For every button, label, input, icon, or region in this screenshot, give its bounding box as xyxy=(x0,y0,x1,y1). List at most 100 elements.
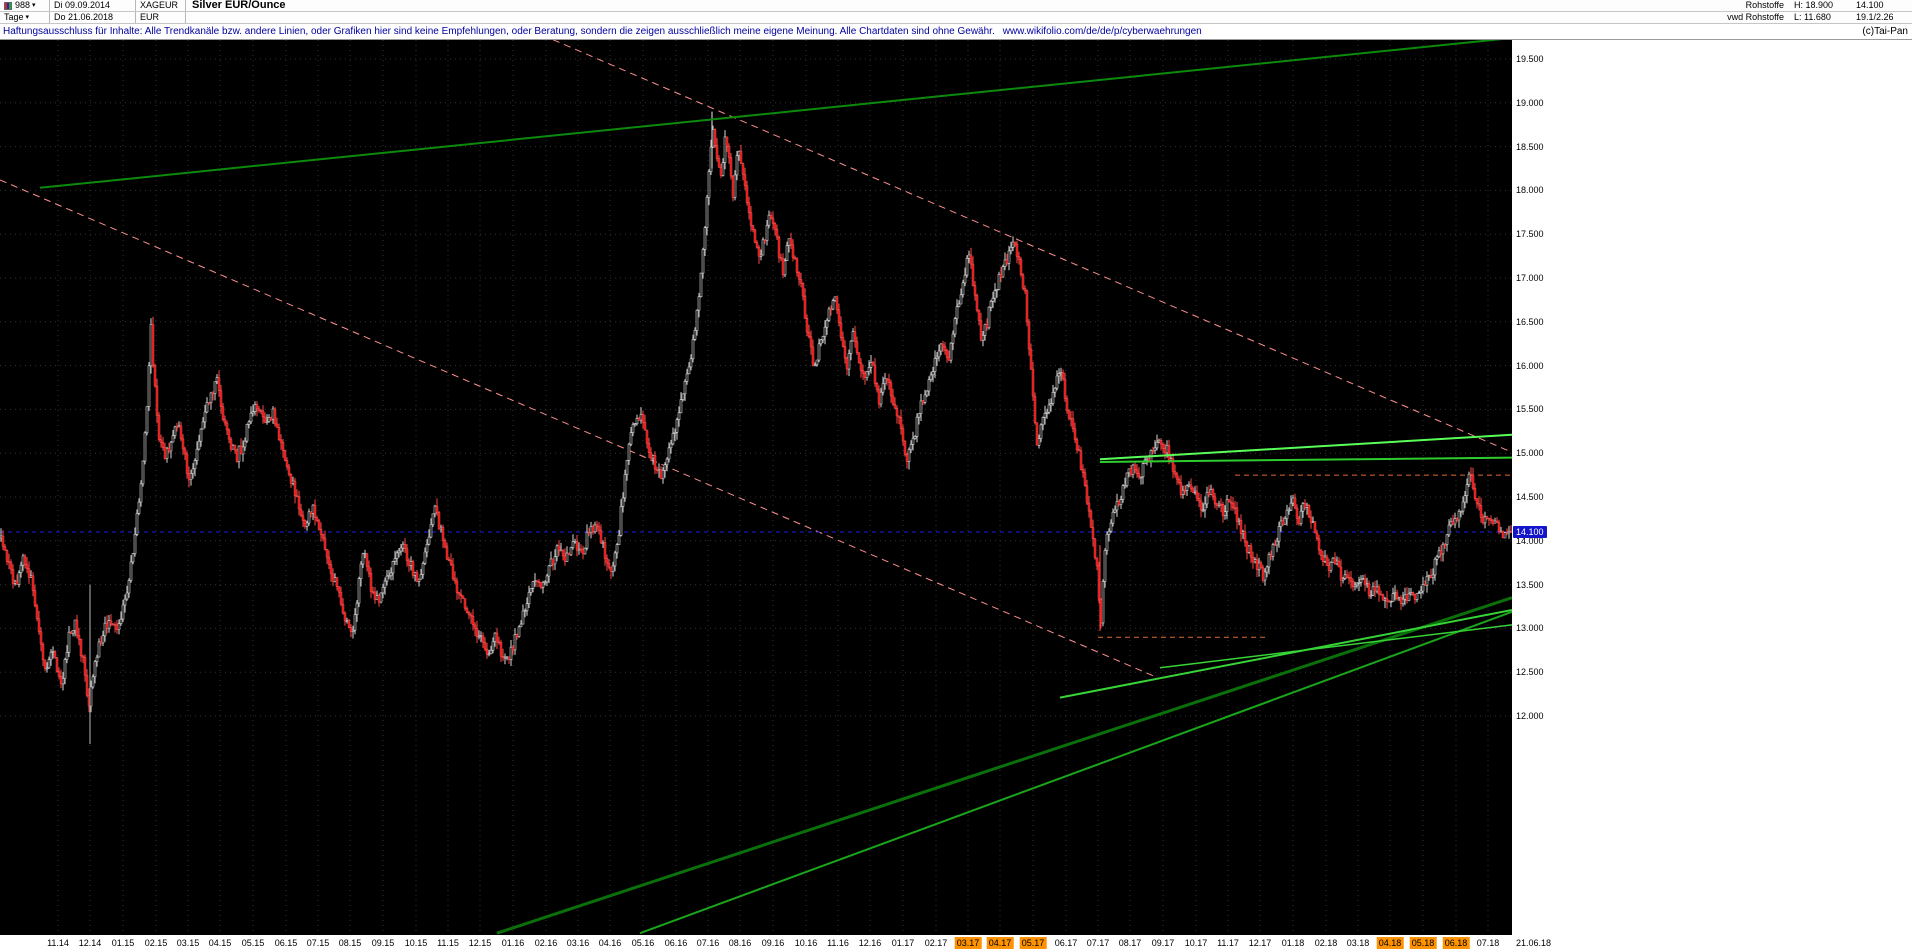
x-tick-label: 06.18 xyxy=(1442,937,1470,949)
x-tick-label: 10.15 xyxy=(404,938,428,948)
x-tick-label: 12.17 xyxy=(1248,938,1272,948)
time-axis[interactable]: 11.14 12.14 01.15 02.15 03.15 04.15 05.15 06.15… xyxy=(0,935,1912,952)
x-tick-label: 04.16 xyxy=(598,938,622,948)
x-tick-label: 06.16 xyxy=(664,938,688,948)
x-tick-label: 10.17 xyxy=(1184,938,1208,948)
x-tick-label: 06.15 xyxy=(274,938,298,948)
disclaimer-text: Haftungsausschluss für Inhalte: Alle Tre… xyxy=(3,26,995,37)
trendline[interactable] xyxy=(39,37,1513,189)
up-candle-bodies xyxy=(0,129,1511,707)
app-icon xyxy=(4,1,12,10)
header-row-1: 988 ▾ Di 09.09.2014 XAGEUR Silver EUR/Ou… xyxy=(0,0,1912,12)
x-tick-label: 03.17 xyxy=(954,937,982,949)
x-tick-label: 04.17 xyxy=(986,937,1014,949)
x-tick-label: 07.17 xyxy=(1086,938,1110,948)
copyright-label: (c)Tai-Pan xyxy=(1862,26,1908,37)
y-tick-label: 17.500 xyxy=(1516,229,1544,240)
x-tick-label: 05.16 xyxy=(631,938,655,948)
x-tick-label: 04.15 xyxy=(208,938,232,948)
high-value: H: 18.900 xyxy=(1794,0,1834,10)
grid-lines xyxy=(0,40,1512,935)
x-tick-label: 02.16 xyxy=(534,938,558,948)
x-tick-label: 08.15 xyxy=(338,938,362,948)
y-tick-label: 15.000 xyxy=(1516,448,1544,459)
trendline[interactable] xyxy=(1099,456,1513,463)
x-tick-label: 03.16 xyxy=(566,938,590,948)
x-tick-label: 01.17 xyxy=(891,938,915,948)
bars-count: 988 xyxy=(15,0,31,10)
chevron-down-icon: ▾ xyxy=(32,2,36,9)
x-tick-label: 11.14 xyxy=(47,938,69,948)
x-tick-label: 12.15 xyxy=(468,938,492,948)
period-dropdown[interactable]: Tage ▾ xyxy=(0,12,50,23)
x-tick-label: 02.18 xyxy=(1314,938,1338,948)
low-value: L: 11.680 xyxy=(1794,12,1831,22)
y-tick-label: 15.500 xyxy=(1516,404,1544,415)
trendline[interactable] xyxy=(1159,624,1513,669)
y-tick-label: 12.500 xyxy=(1516,667,1544,678)
x-tick-label: 11.15 xyxy=(437,938,459,948)
disclaimer-row: Haftungsausschluss für Inhalte: Alle Tre… xyxy=(0,24,1912,40)
x-tick-label: 07.18 xyxy=(1476,938,1500,948)
y-tick-label: 14.500 xyxy=(1516,492,1544,502)
y-tick-label: 17.000 xyxy=(1516,273,1544,283)
feed-vendor-label: vwd Rohstoffe xyxy=(1727,12,1784,22)
feed-label: Rohstoffe xyxy=(1745,0,1784,10)
x-tick-label: 01.15 xyxy=(111,938,135,948)
x-tick-label: 09.16 xyxy=(761,938,785,948)
trendline[interactable] xyxy=(639,610,1513,935)
disclaimer-url[interactable]: www.wikifolio.com/de/de/p/cyberwaehrunge… xyxy=(1002,26,1202,37)
x-tick-label: 07.16 xyxy=(696,938,720,948)
x-tick-label: 05.15 xyxy=(241,938,265,948)
last-price-tag: 14.100 xyxy=(1513,526,1547,539)
x-tick-label: 01.16 xyxy=(501,938,525,948)
x-tick-label: 05.17 xyxy=(1019,937,1047,949)
x-tick-label: 09.15 xyxy=(371,938,395,948)
x-tick-label: 12.16 xyxy=(858,938,882,948)
date-from-label: Di 09.09.2014 xyxy=(50,0,136,11)
down-candle-bodies xyxy=(1,129,1513,707)
y-tick-label: 13.000 xyxy=(1516,623,1544,634)
chart-title: Silver EUR/Ounce xyxy=(192,0,286,11)
chevron-down-icon: ▾ xyxy=(25,14,30,21)
header-row-2: Tage ▾ Do 21.06.2018 EUR vwd Rohstoffe L… xyxy=(0,12,1912,24)
y-tick-label: 18.000 xyxy=(1516,185,1544,196)
y-tick-label: 19.500 xyxy=(1516,54,1544,64)
date-to-label: Do 21.06.2018 xyxy=(50,12,136,23)
up-candle-wicks xyxy=(0,125,1510,713)
trendline[interactable] xyxy=(1059,609,1513,699)
x-tick-label: 11.17 xyxy=(1217,938,1239,948)
chart-plot-area[interactable] xyxy=(0,37,1513,935)
y-tick-label: 19.000 xyxy=(1516,97,1544,108)
price-axis[interactable]: 19.500 19.000 18.500 18.000 17.500 17.000 16.5… xyxy=(1512,40,1572,935)
x-tick-label: 08.17 xyxy=(1118,938,1142,948)
y-tick-label: 14.000 xyxy=(1516,535,1544,546)
y-tick-label: 16.000 xyxy=(1516,360,1544,371)
x-tick-label: 02.17 xyxy=(924,938,948,948)
x-tick-label: 11.16 xyxy=(827,938,849,948)
x-tick-label: 05.18 xyxy=(1409,937,1437,949)
x-tick-label: 06.17 xyxy=(1054,938,1078,948)
trendline[interactable] xyxy=(496,596,1513,935)
price-chart xyxy=(0,37,1513,935)
bars-count-dropdown[interactable]: 988 ▾ xyxy=(0,0,50,11)
trendline-dashed[interactable] xyxy=(552,39,1513,453)
x-tick-label: 08.16 xyxy=(728,938,752,948)
x-tick-label: 03.15 xyxy=(176,938,200,948)
y-tick-label: 12.000 xyxy=(1516,711,1544,721)
x-tick-label: 01.18 xyxy=(1281,938,1305,948)
y-tick-label: 13.500 xyxy=(1516,579,1544,590)
x-tick-label: 04.18 xyxy=(1376,937,1404,949)
x-tick-label: 12.14 xyxy=(78,938,102,948)
currency-label: EUR xyxy=(136,12,186,23)
trendline-dashed[interactable] xyxy=(0,179,1156,678)
trendline[interactable] xyxy=(1099,433,1513,461)
down-candle-wicks xyxy=(2,128,1512,713)
change-value: 19.1/2.26 xyxy=(1856,12,1894,22)
x-tick-label: 03.18 xyxy=(1346,938,1370,948)
y-tick-label: 18.500 xyxy=(1516,141,1544,152)
end-date-label: 21.06.18 xyxy=(1516,938,1552,948)
last-price-value: 14.100 xyxy=(1856,0,1884,10)
x-tick-label: 09.17 xyxy=(1151,938,1175,948)
y-tick-label: 16.500 xyxy=(1516,316,1544,327)
